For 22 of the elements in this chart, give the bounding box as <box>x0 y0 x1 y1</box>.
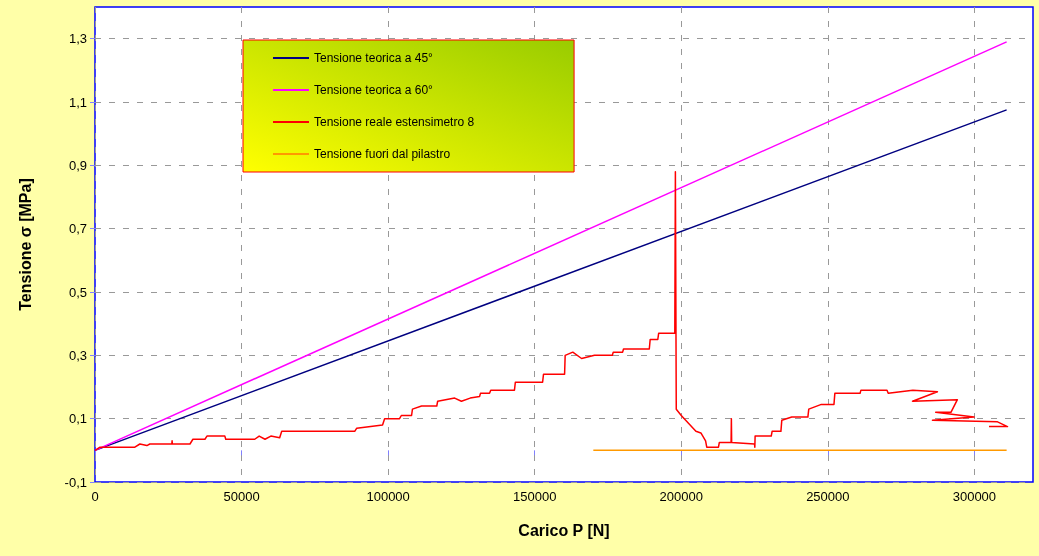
x-tick-label: 250000 <box>806 489 850 504</box>
x-tick-label: 0 <box>91 489 99 504</box>
y-tick-label: 0,9 <box>68 157 87 173</box>
legend-label: Tensione reale estensimetro 8 <box>314 115 475 129</box>
x-axis-title: Carico P [N] <box>518 521 610 539</box>
y-tick-label: 0,5 <box>68 284 87 300</box>
line-series <box>94 170 1009 452</box>
y-tick-label: 0,7 <box>68 221 87 237</box>
x-tick-label: 300000 <box>952 489 997 504</box>
y-axis-title: Tensione σ [MPa] <box>16 178 34 311</box>
x-tick-label: 50000 <box>223 489 260 504</box>
y-tick-label: 1,3 <box>68 31 87 47</box>
y-tick-label: 0,3 <box>68 347 87 363</box>
y-tick-label: 1,1 <box>68 94 87 110</box>
legend-label: Tensione teorica a 45° <box>314 51 434 65</box>
x-tick-label: 150000 <box>512 489 557 504</box>
y-tick-label: 0,1 <box>68 411 87 427</box>
x-tick-label: 200000 <box>659 489 703 504</box>
x-tick-label: 100000 <box>366 489 410 504</box>
legend-label: Tensione teorica a 60° <box>314 83 434 97</box>
y-tick-label: -0,1 <box>64 474 87 490</box>
legend-label: Tensione fuori dal pilastro <box>314 147 451 161</box>
